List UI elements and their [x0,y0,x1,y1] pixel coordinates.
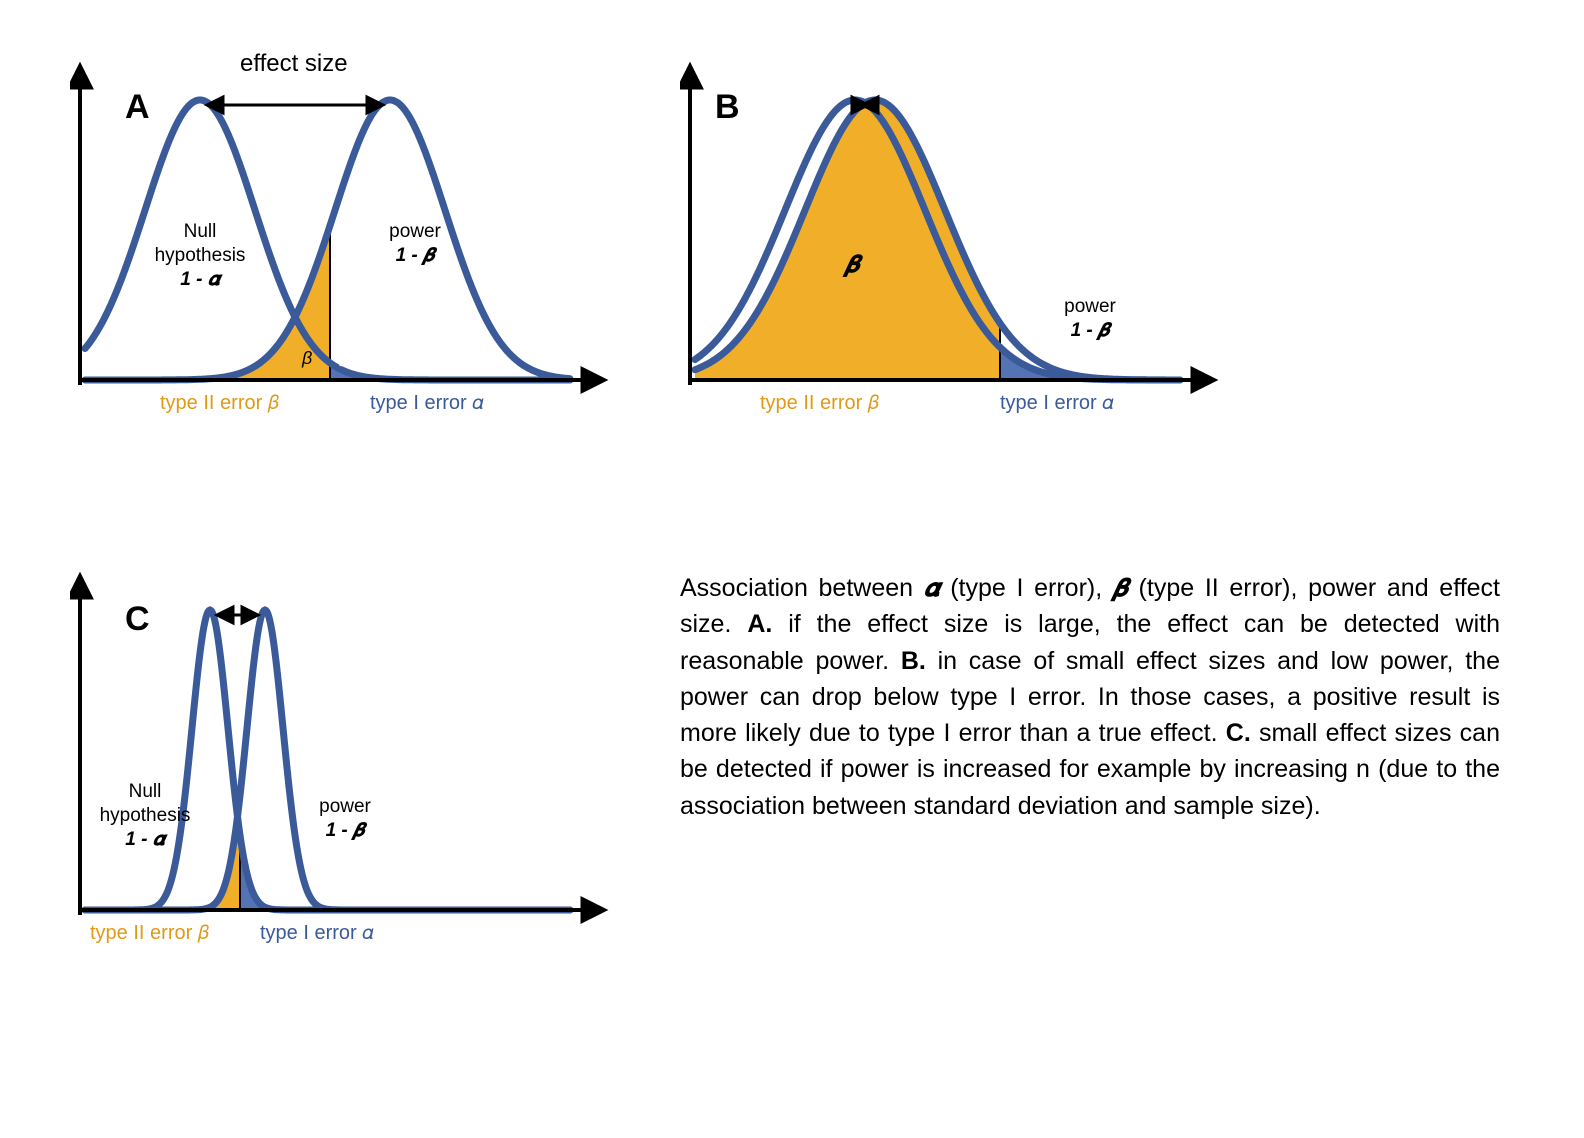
panel-a-label: A [125,88,150,127]
type1-label: type I error 𝛼 [1000,392,1114,415]
null-hypothesis-label: Nullhypothesis1 - 𝜶 [150,220,250,291]
panel-c [70,570,630,970]
power-label: power1 - 𝜷 [1045,295,1135,343]
panel-b-label: B [715,88,740,127]
type2-label: type II error 𝛽 [160,392,279,415]
effect-size-label: effect size [240,50,348,78]
null-hypothesis-label: Nullhypothesis1 - 𝜶 [95,780,195,851]
power-label: power1 - 𝜷 [370,220,460,268]
power-label: power1 - 𝜷 [300,795,390,843]
beta-symbol: 𝜷 [845,250,859,280]
type1-label: type I error 𝛼 [260,922,374,945]
beta-symbol: β [302,348,312,369]
figure-caption: Association between 𝜶 (type I error), 𝜷 … [680,570,1500,824]
panel-c-label: C [125,600,150,639]
panel-b [680,60,1240,440]
alpha-symbol: 𝛼 [338,350,348,371]
alt-curve [85,610,570,910]
type2-label: type II error 𝛽 [90,922,209,945]
null-curve [85,610,570,910]
type1-label: type I error 𝛼 [370,392,484,415]
type2-label: type II error 𝛽 [760,392,879,415]
alpha-region [240,835,570,910]
